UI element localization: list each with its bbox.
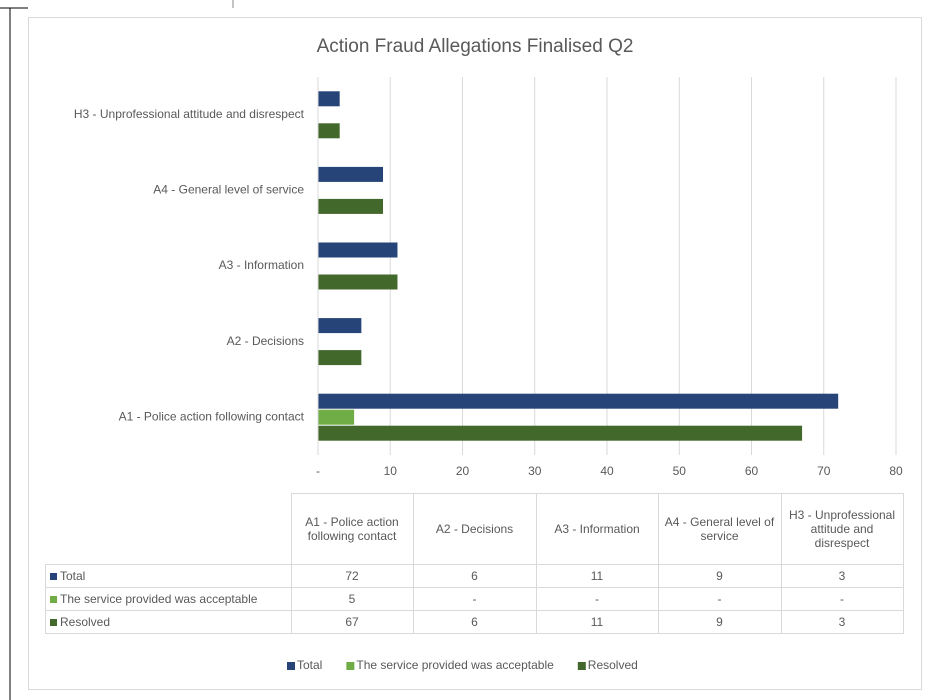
x-tick-label: 40 xyxy=(600,464,614,478)
table-row-label: The service provided was acceptable xyxy=(45,587,292,611)
table-header-cell: H3 - Unprofessional attitude and disresp… xyxy=(780,493,904,565)
table-row-label: Total xyxy=(45,564,292,588)
y-tick-label: A2 - Decisions xyxy=(227,334,304,348)
table-header-cell: A1 - Police action following contact xyxy=(290,493,414,565)
table-cell: 11 xyxy=(535,610,659,634)
table-cell: 6 xyxy=(412,610,537,634)
table-header-cell: A2 - Decisions xyxy=(412,493,537,565)
table-cell: 72 xyxy=(290,564,414,588)
y-tick-label: H3 - Unprofessional attitude and disresp… xyxy=(74,107,305,121)
bar xyxy=(318,123,340,139)
legend-swatch xyxy=(346,662,355,670)
table-row-label: Resolved xyxy=(45,610,292,634)
legend-key xyxy=(50,596,57,603)
legend-swatch xyxy=(577,662,586,670)
x-tick-label: 80 xyxy=(889,464,903,478)
bar xyxy=(318,350,362,366)
x-tick-label: 50 xyxy=(673,464,687,478)
y-tick-label: A1 - Police action following contact xyxy=(119,409,305,423)
legend-key xyxy=(50,619,57,626)
bar xyxy=(318,393,839,409)
bar xyxy=(318,425,803,441)
legend-label: The service provided was acceptable xyxy=(356,658,554,672)
row-label-text: Total xyxy=(60,569,86,583)
table-row: Resolved 67 6 11 9 3 xyxy=(45,610,904,634)
table-header-cell: A4 - General level of service xyxy=(657,493,782,565)
bar xyxy=(318,242,398,258)
x-tick-label: 10 xyxy=(384,464,398,478)
table-cell: 5 xyxy=(290,587,414,611)
table-cell: 11 xyxy=(535,564,659,588)
y-tick-label: A4 - General level of service xyxy=(153,183,304,197)
table-cell: - xyxy=(412,587,537,611)
x-tick-label: 60 xyxy=(745,464,759,478)
bar xyxy=(318,166,384,182)
table-cell: 9 xyxy=(657,564,782,588)
legend-label: Resolved xyxy=(588,658,638,672)
legend-label: Total xyxy=(297,658,322,672)
bar xyxy=(318,409,355,425)
bar xyxy=(318,198,384,214)
chart-title: Action Fraud Allegations Finalised Q2 xyxy=(317,36,634,57)
table-header-row: A1 - Police action following contact A2 -… xyxy=(45,493,904,565)
bar xyxy=(318,274,398,290)
y-tick-label: A3 - Information xyxy=(219,258,304,272)
table-cell: 3 xyxy=(780,564,904,588)
table-row: The service provided was acceptable 5- - - - xyxy=(45,587,904,611)
table-cell: - xyxy=(535,587,659,611)
table-cell: - xyxy=(780,587,904,611)
table-header-cell: A3 - Information xyxy=(535,493,659,565)
bar xyxy=(318,318,362,334)
table-cell: - xyxy=(657,587,782,611)
x-tick-label: 70 xyxy=(817,464,831,478)
legend-key xyxy=(50,573,57,580)
table-cell: 6 xyxy=(412,564,537,588)
data-table: A1 - Police action following contact A2 -… xyxy=(45,493,904,634)
table-cell: 9 xyxy=(657,610,782,634)
row-label-text: Resolved xyxy=(60,615,111,629)
bar xyxy=(318,91,340,107)
x-tick-label: 30 xyxy=(528,464,542,478)
table-cell: 3 xyxy=(780,610,904,634)
legend-swatch xyxy=(287,662,295,670)
row-label-text: The service provided was acceptable xyxy=(60,592,258,606)
table-cell: 67 xyxy=(290,610,414,634)
table-corner xyxy=(45,493,292,565)
table-row: Total 72 6 11 9 3 xyxy=(45,564,904,588)
x-tick-label: 20 xyxy=(456,464,470,478)
x-tick-label: - xyxy=(316,464,320,478)
